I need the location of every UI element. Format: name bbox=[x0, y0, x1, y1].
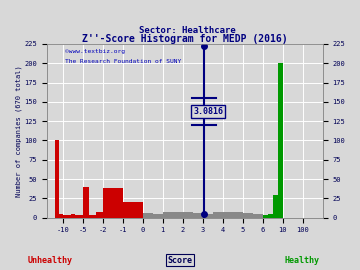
Bar bbox=[222, 211, 233, 218]
Bar bbox=[96, 211, 103, 218]
Bar bbox=[123, 202, 143, 218]
Text: Score: Score bbox=[167, 256, 193, 265]
Bar bbox=[267, 214, 273, 218]
Title: Z''-Score Histogram for MEDP (2016): Z''-Score Histogram for MEDP (2016) bbox=[82, 34, 287, 44]
Bar bbox=[89, 215, 96, 218]
Bar bbox=[103, 188, 123, 218]
Bar bbox=[63, 215, 67, 218]
Bar bbox=[59, 214, 63, 218]
Text: The Research Foundation of SUNY: The Research Foundation of SUNY bbox=[65, 59, 181, 64]
Bar bbox=[71, 214, 75, 218]
Bar bbox=[213, 211, 222, 218]
Bar bbox=[262, 215, 267, 218]
Bar bbox=[79, 215, 83, 218]
Text: ©www.textbiz.org: ©www.textbiz.org bbox=[65, 49, 125, 54]
Y-axis label: Number of companies (670 total): Number of companies (670 total) bbox=[15, 65, 22, 197]
Bar bbox=[163, 211, 173, 218]
Bar bbox=[143, 213, 153, 218]
Bar bbox=[75, 215, 79, 218]
Bar bbox=[183, 211, 193, 218]
Text: Healthy: Healthy bbox=[285, 256, 320, 265]
Bar bbox=[173, 211, 183, 218]
Text: Sector: Healthcare: Sector: Healthcare bbox=[139, 26, 235, 35]
Text: Unhealthy: Unhealthy bbox=[28, 256, 73, 265]
Bar bbox=[67, 215, 71, 218]
Bar bbox=[55, 140, 59, 218]
Bar bbox=[203, 214, 213, 218]
Bar bbox=[253, 214, 262, 218]
Bar bbox=[153, 214, 163, 218]
Bar bbox=[243, 213, 253, 218]
Bar bbox=[233, 211, 243, 218]
Bar bbox=[193, 213, 203, 218]
Bar bbox=[83, 187, 89, 218]
Bar bbox=[273, 194, 278, 218]
Bar bbox=[278, 63, 283, 218]
Text: 3.0816: 3.0816 bbox=[193, 107, 223, 116]
